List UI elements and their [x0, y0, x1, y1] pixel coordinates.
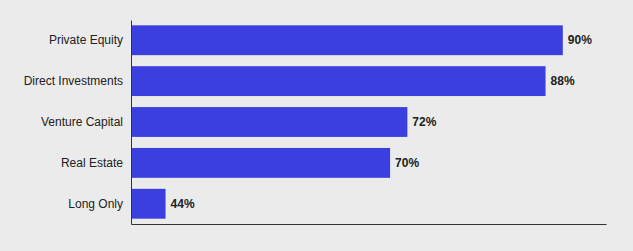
data-label: 44% — [171, 197, 195, 211]
bar — [131, 107, 407, 137]
chart: Private Equity Direct Investments Venture … — [0, 0, 633, 251]
x-axis — [132, 224, 607, 225]
bar — [131, 148, 390, 178]
category-label: Long Only — [68, 197, 123, 211]
category-label: Private Equity — [49, 33, 123, 47]
bar — [131, 66, 546, 96]
bars — [131, 25, 563, 218]
y-tick: Long Only — [68, 197, 131, 211]
bar — [131, 189, 166, 219]
y-tick: Private Equity — [49, 33, 131, 47]
data-label: 70% — [395, 156, 419, 170]
y-tick: Direct Investments — [24, 74, 131, 88]
data-label: 88% — [551, 74, 575, 88]
y-axis-line — [131, 21, 132, 225]
category-label: Venture Capital — [41, 115, 123, 129]
data-label: 72% — [412, 115, 436, 129]
y-tick: Real Estate — [61, 156, 131, 170]
x-axis-line — [132, 224, 607, 225]
y-axis: Private Equity Direct Investments Venture … — [24, 21, 132, 225]
data-label: 90% — [568, 33, 592, 47]
category-label: Direct Investments — [24, 74, 123, 88]
bar — [131, 25, 563, 55]
category-label: Real Estate — [61, 156, 123, 170]
y-tick: Venture Capital — [41, 115, 131, 129]
data-labels: 90% 88% 72% 70% 44% — [171, 33, 593, 211]
